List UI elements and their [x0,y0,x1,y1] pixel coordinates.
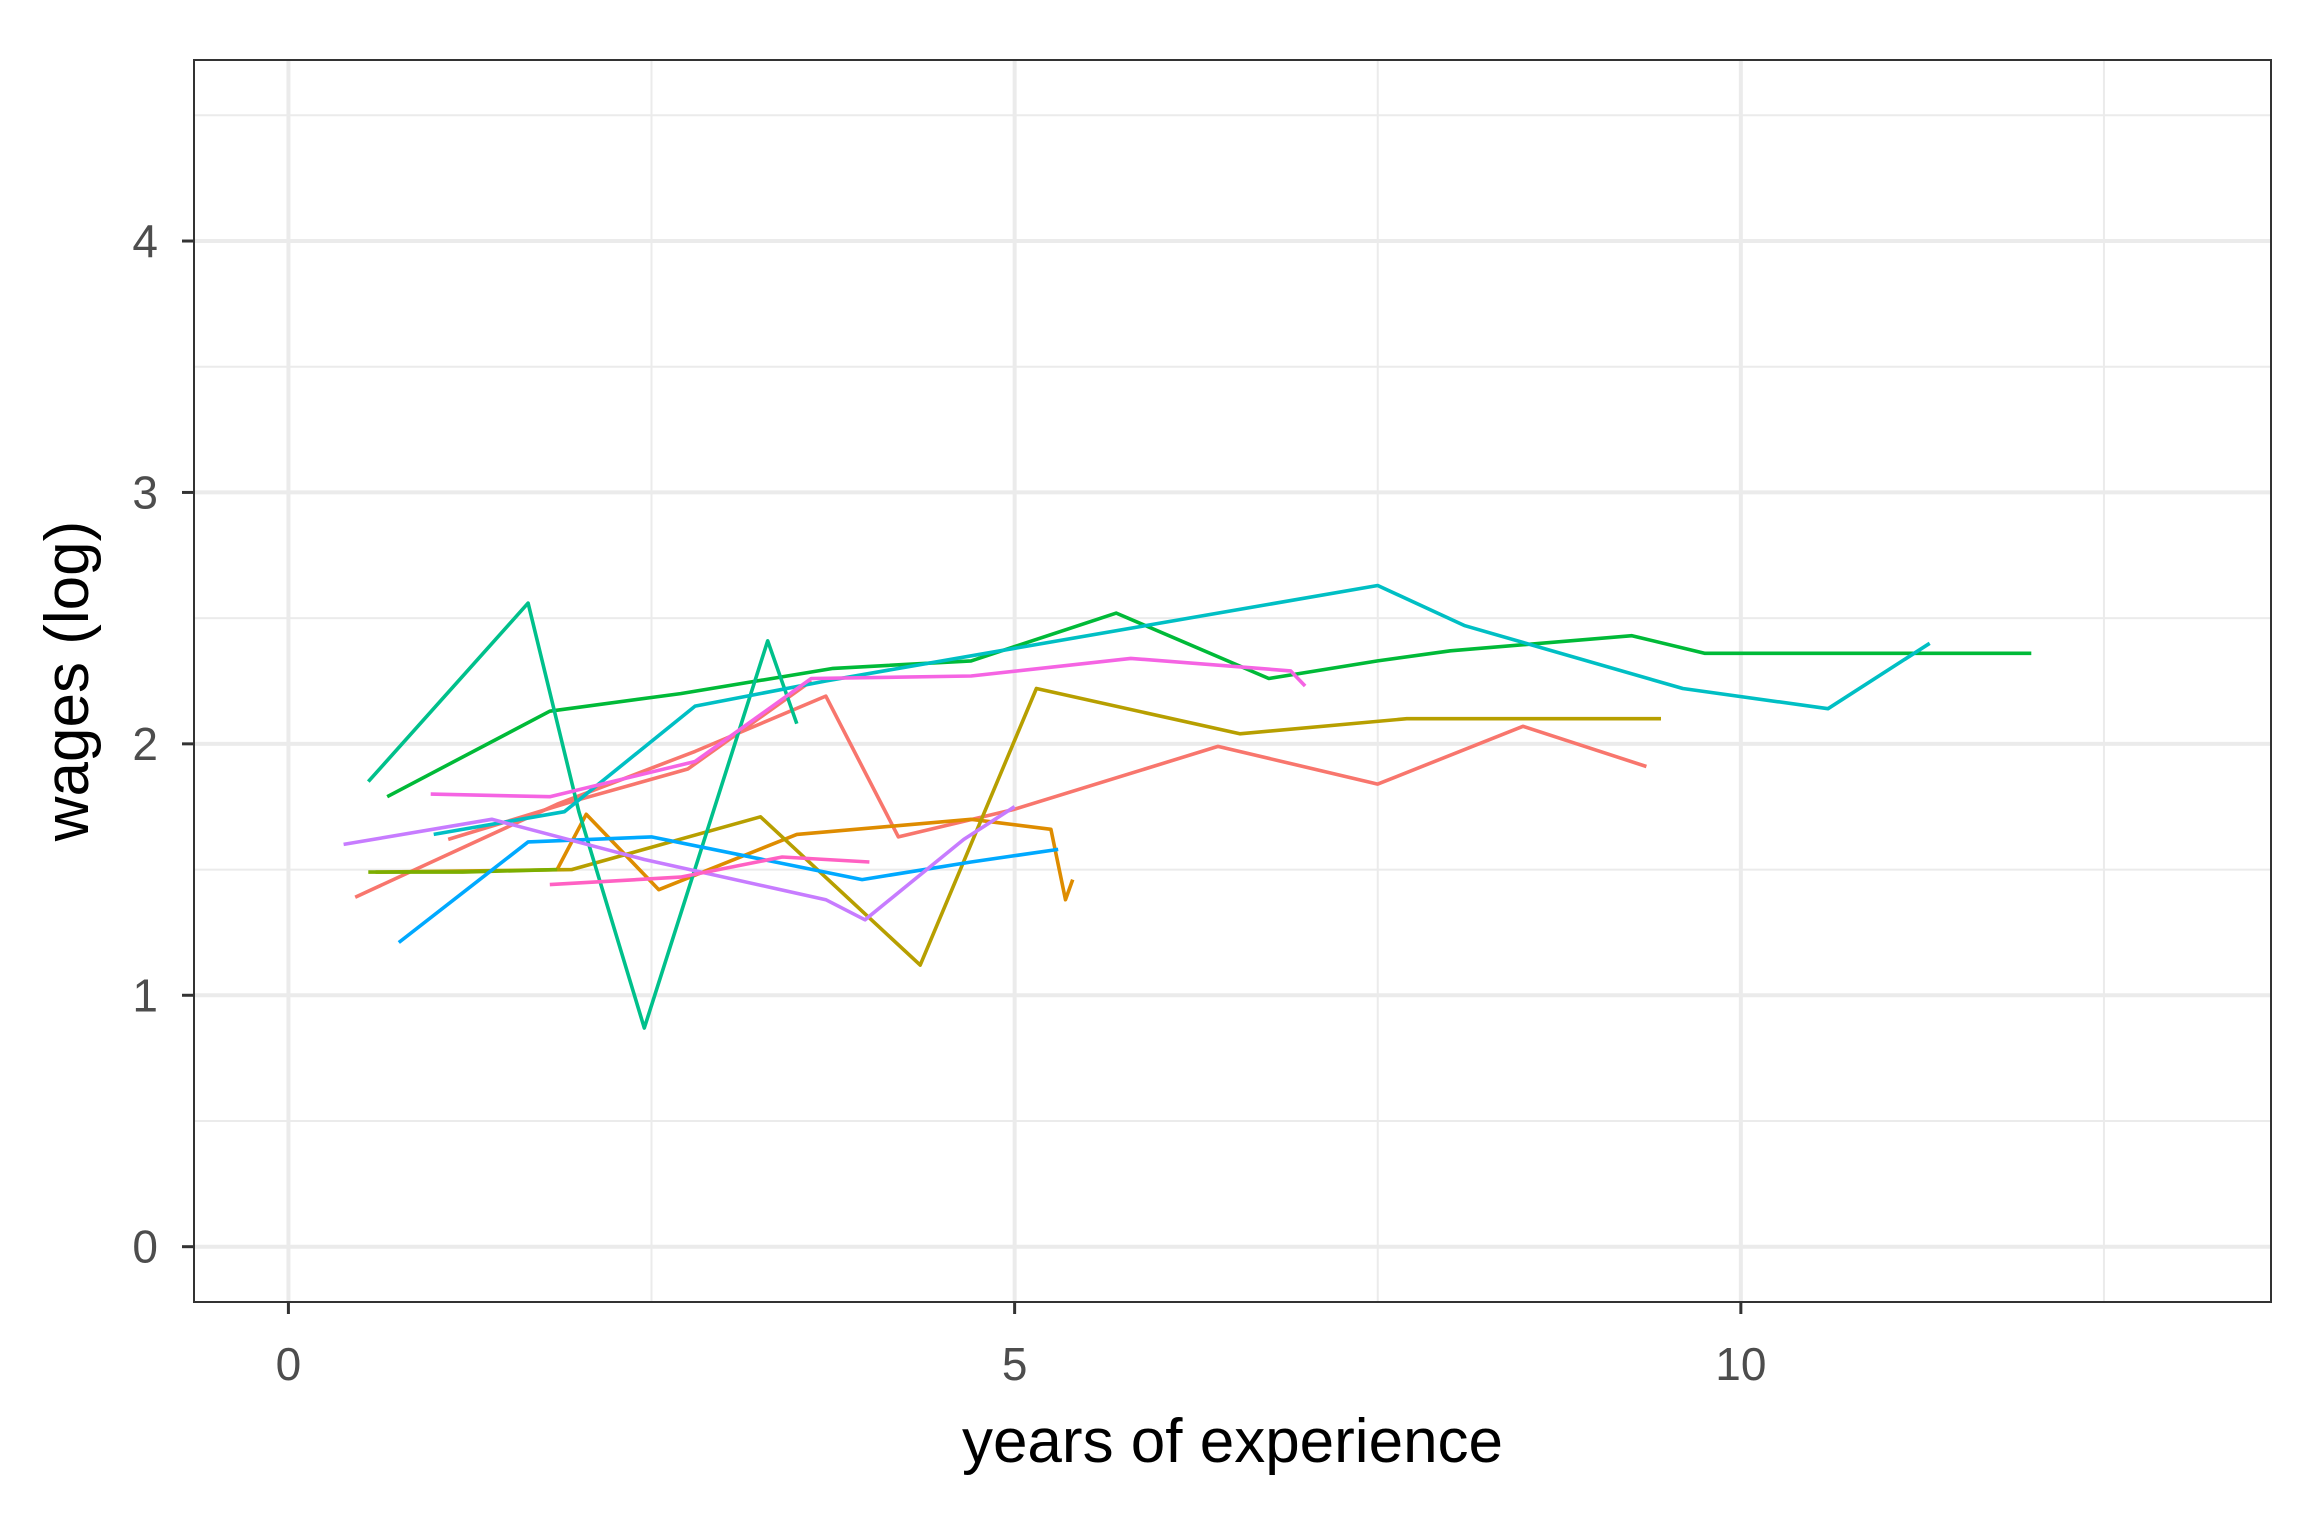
x-axis-title: years of experience [962,1407,1503,1476]
x-tick-label: 10 [1715,1338,1766,1390]
series-line-12 [430,656,1307,799]
series-line-8 [433,583,1931,837]
x-tick-label: 0 [276,1338,302,1390]
series-line-11 [549,855,870,887]
y-tick-label: 0 [132,1221,158,1273]
series-line-6 [386,611,2032,799]
y-axis-title: wages (log) [33,521,102,842]
series-line-7 [366,601,799,1030]
y-tick-label: 3 [132,466,158,518]
plot-border [193,59,2272,1303]
grid-major [194,60,2271,1302]
series-line-4 [375,686,1661,967]
series-line-3 [555,812,1075,902]
y-axis: 0 1 2 3 4 [132,215,194,1273]
y-tick-label: 4 [132,215,158,267]
series-line-9 [397,835,1059,944]
grid-minor [194,60,2271,1302]
series-layer [343,583,2032,1030]
series-line-5 [368,867,558,874]
y-tick-label: 1 [132,969,158,1021]
plot-panel [194,60,2271,1302]
x-axis: 0 5 10 [276,1302,1766,1390]
series-line-10 [343,805,1016,922]
x-tick-label: 5 [1002,1338,1028,1390]
y-tick-label: 2 [132,718,158,770]
